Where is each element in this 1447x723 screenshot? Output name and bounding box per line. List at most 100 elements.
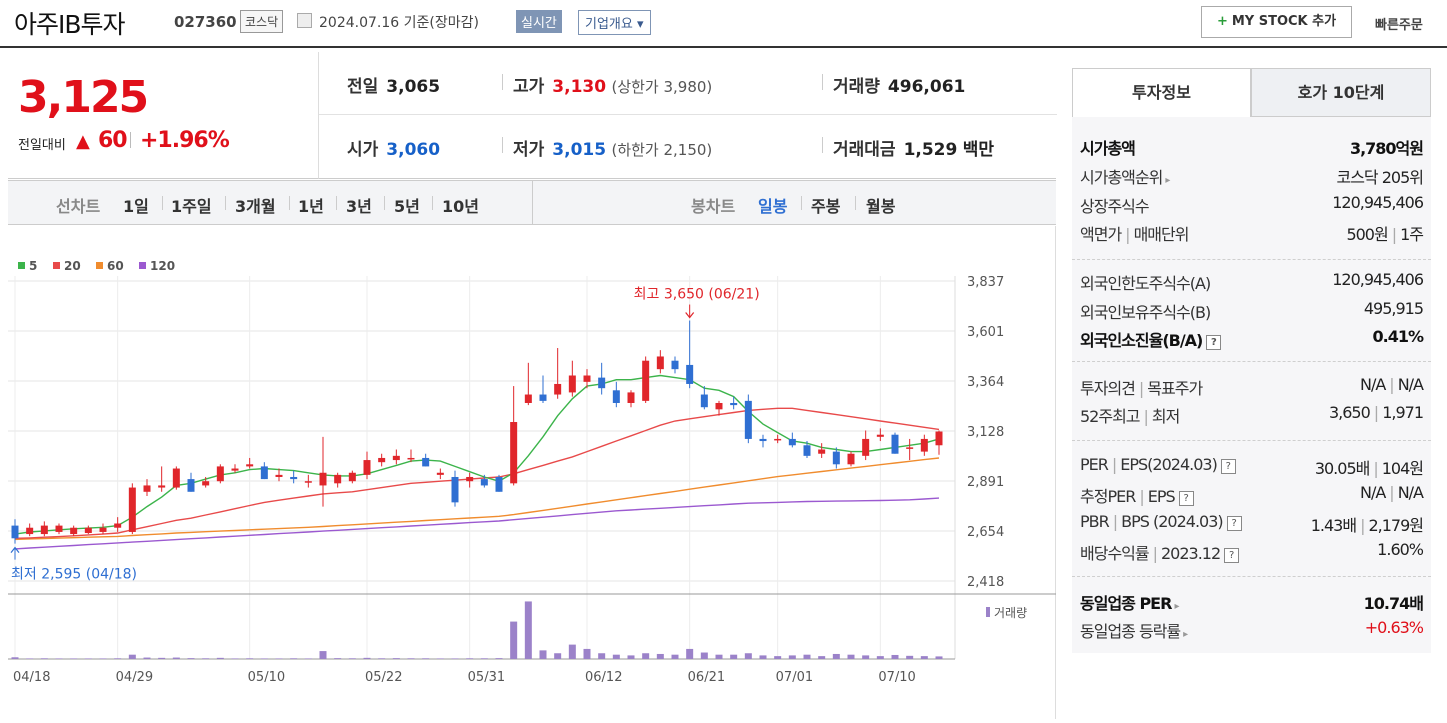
period-1w[interactable]: 1주일 <box>171 197 212 216</box>
candle-body <box>334 474 342 484</box>
help-icon[interactable]: ? <box>1178 491 1194 506</box>
candle-body <box>187 479 195 492</box>
volume-bar <box>26 658 34 659</box>
y-tick-label: 3,601 <box>967 325 1004 340</box>
period-daily[interactable]: 일봉 <box>758 197 788 216</box>
dividend-row: 배당수익률 | 2023.12? 1.60% <box>1080 540 1424 563</box>
period-10y[interactable]: 10년 <box>442 197 479 216</box>
tab-investment-info[interactable]: 투자정보 <box>1072 68 1251 117</box>
line-chart-label: 선차트 <box>56 197 101 216</box>
help-icon[interactable]: ? <box>1220 459 1236 474</box>
industry-change-row[interactable]: 동일업종 등락률 ▸ +0.63% <box>1080 618 1424 641</box>
period-1d[interactable]: 1일 <box>123 197 149 216</box>
chart-period-bar: 선차트 1일 1주일 3개월 1년 3년 5년 10년 봉차트 일봉 주봉 월봉 <box>8 180 1056 225</box>
opinion-row: 투자의견 | 목표주가 N/A | N/A <box>1080 375 1424 398</box>
quick-order-link[interactable]: 빠른주문 <box>1375 18 1423 33</box>
est-per-row: 추정PER | EPS? N/A | N/A <box>1080 483 1424 506</box>
volume-bar <box>744 653 752 659</box>
volume-bar <box>246 658 254 659</box>
candle-body <box>891 434 899 454</box>
add-my-stock-button[interactable]: + MY STOCK 추가 <box>1201 6 1352 38</box>
volume-bar <box>788 655 796 659</box>
candle-body <box>539 394 547 401</box>
realtime-button[interactable]: 실시간 <box>516 10 562 33</box>
candle-body <box>524 394 532 403</box>
candle-body <box>671 360 679 370</box>
candle-body <box>26 527 34 535</box>
foreign-limit-row: 외국인한도주식수(A) 120,945,406 <box>1080 270 1424 293</box>
volume-bar <box>466 658 474 659</box>
volume-bar <box>480 658 488 659</box>
volume-bar <box>275 658 283 659</box>
volume-bar <box>290 658 298 659</box>
divider <box>336 196 337 210</box>
help-icon[interactable]: ? <box>1206 335 1222 350</box>
volume-bar <box>568 644 576 659</box>
volume-bar <box>84 658 92 659</box>
candle-chart-label: 봉차트 <box>691 197 736 216</box>
candle-body <box>143 485 151 492</box>
prev-close: 전일 3,065 <box>347 77 441 97</box>
volume: 거래량 496,061 <box>833 77 966 97</box>
ma5-line <box>14 374 940 535</box>
volume-bar <box>554 653 562 659</box>
candle-body <box>554 383 562 395</box>
market-cap-rank-row[interactable]: 시가총액순위 ▸ 코스닥 205위 <box>1080 168 1424 187</box>
period-1y[interactable]: 1년 <box>298 197 324 216</box>
volume-bar <box>847 654 855 659</box>
plus-icon: + <box>1216 14 1228 29</box>
ma20-line <box>14 407 940 539</box>
help-icon[interactable]: ? <box>1226 516 1242 531</box>
legend-swatch <box>53 262 60 269</box>
stock-chart[interactable]: 5 20 60 120 3,837 3,601 3,364 3,128 2,891 2,654 2,… <box>8 226 1056 719</box>
foreign-hold-row: 외국인보유주식수(B) 495,915 <box>1080 299 1424 322</box>
volume-bar <box>407 658 415 659</box>
tab-orderbook[interactable]: 호가 10단계 <box>1251 68 1431 117</box>
volume-bar <box>114 658 122 659</box>
foreign-ratio-row: 외국인소진율(B/A)? 0.41% <box>1080 327 1424 350</box>
period-monthly[interactable]: 월봉 <box>866 197 896 216</box>
period-3m[interactable]: 3개월 <box>235 197 276 216</box>
company-info-dropdown[interactable]: 기업개요 ▾ <box>578 10 651 35</box>
volume-bar <box>392 658 400 659</box>
current-price-panel: 3,125 전일대비 ▲ 60 +1.96% <box>8 52 318 179</box>
divider <box>384 196 385 210</box>
industry-per-row[interactable]: 동일업종 PER ▸ 10.74배 <box>1080 594 1424 613</box>
volume-bar <box>11 657 19 659</box>
y-tick-label: 2,418 <box>967 575 1004 590</box>
period-5y[interactable]: 5년 <box>394 197 420 216</box>
foreign-group: 외국인한도주식수(A) 120,945,406 외국인보유주식수(B) 495,91… <box>1072 260 1431 362</box>
volume-bar <box>55 658 63 659</box>
add-my-stock-label: MY STOCK 추가 <box>1231 14 1337 29</box>
candle-body <box>363 460 371 475</box>
candlestick-chart-svg[interactable]: 5 20 60 120 3,837 3,601 3,364 3,128 2,891 2,654 2,… <box>8 226 1056 719</box>
help-icon[interactable]: ? <box>1224 548 1240 563</box>
candle-body <box>510 422 518 484</box>
volume-bar <box>378 658 386 659</box>
change-label: 전일대비 <box>18 138 66 153</box>
candle-body <box>466 476 474 482</box>
candle-body <box>422 457 430 467</box>
candle-body <box>935 431 943 446</box>
candle-body <box>202 481 210 486</box>
divider <box>801 196 802 210</box>
min-arrow-head <box>10 546 20 553</box>
candle-body <box>686 364 694 384</box>
high-price: 고가 3,130 (상한가 3,980) <box>513 77 713 97</box>
candle-body <box>216 466 224 482</box>
candle-body <box>378 457 386 463</box>
candle-body <box>99 527 107 532</box>
y-tick-label: 3,837 <box>967 275 1004 290</box>
y-tick-label: 3,128 <box>967 425 1004 440</box>
volume-bar <box>891 654 899 659</box>
volume-bar <box>495 658 503 659</box>
period-3y[interactable]: 3년 <box>346 197 372 216</box>
trade-amount: 거래대금 1,529 백만 <box>833 140 995 160</box>
per-row: PER | EPS(2024.03)? 30.05배 | 104원 <box>1080 455 1424 478</box>
candle-body <box>656 356 664 370</box>
legend-label: 20 <box>64 259 81 273</box>
volume-bar <box>920 656 928 659</box>
candle-body <box>847 453 855 465</box>
period-weekly[interactable]: 주봉 <box>811 197 841 216</box>
volume-bar <box>598 653 606 659</box>
